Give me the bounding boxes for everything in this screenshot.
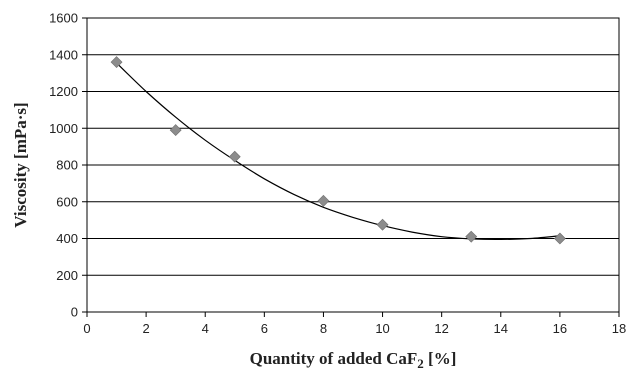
x-tick-label: 14 <box>494 321 508 336</box>
y-tick-label: 800 <box>56 158 78 173</box>
x-tick-label: 6 <box>261 321 268 336</box>
data-point <box>376 218 389 231</box>
x-axis-title-subscript: 2 <box>417 356 424 369</box>
data-point <box>553 232 566 245</box>
data-point <box>317 194 330 207</box>
y-tick-label: 200 <box>56 268 78 283</box>
x-axis-title: Quantity of added CaF2 [%] <box>250 349 457 369</box>
x-tick-label: 18 <box>612 321 626 336</box>
data-point <box>465 230 478 243</box>
y-tick-label: 600 <box>56 194 78 209</box>
y-tick-label: 1400 <box>49 47 78 62</box>
data-point <box>110 56 123 69</box>
x-tick-label: 0 <box>83 321 90 336</box>
y-axis-title: Viscosity [mPa·s] <box>11 102 30 227</box>
x-tick-label: 10 <box>375 321 389 336</box>
x-tick-label: 8 <box>320 321 327 336</box>
trendline <box>116 62 560 241</box>
y-tick-label: 1600 <box>49 11 78 26</box>
data-point <box>169 124 182 137</box>
data-points <box>110 56 566 245</box>
x-tick-label: 16 <box>553 321 567 336</box>
axes <box>86 18 619 313</box>
x-tick-labels: 0 2 4 6 8 10 12 14 16 18 <box>83 321 626 336</box>
x-axis-title-unit: [%] <box>424 349 457 368</box>
y-tick-label: 0 <box>71 305 78 320</box>
y-tick-label: 1200 <box>49 84 78 99</box>
y-tick-labels: 0 200 400 600 800 1000 1200 1400 1600 <box>49 11 78 320</box>
y-tick-label: 1000 <box>49 121 78 136</box>
x-tick-label: 2 <box>142 321 149 336</box>
x-tick-label: 12 <box>434 321 448 336</box>
x-tick-label: 4 <box>202 321 209 336</box>
x-axis-title-main: Quantity of added CaF <box>250 349 418 368</box>
y-tick-label: 400 <box>56 231 78 246</box>
data-point <box>228 150 241 163</box>
